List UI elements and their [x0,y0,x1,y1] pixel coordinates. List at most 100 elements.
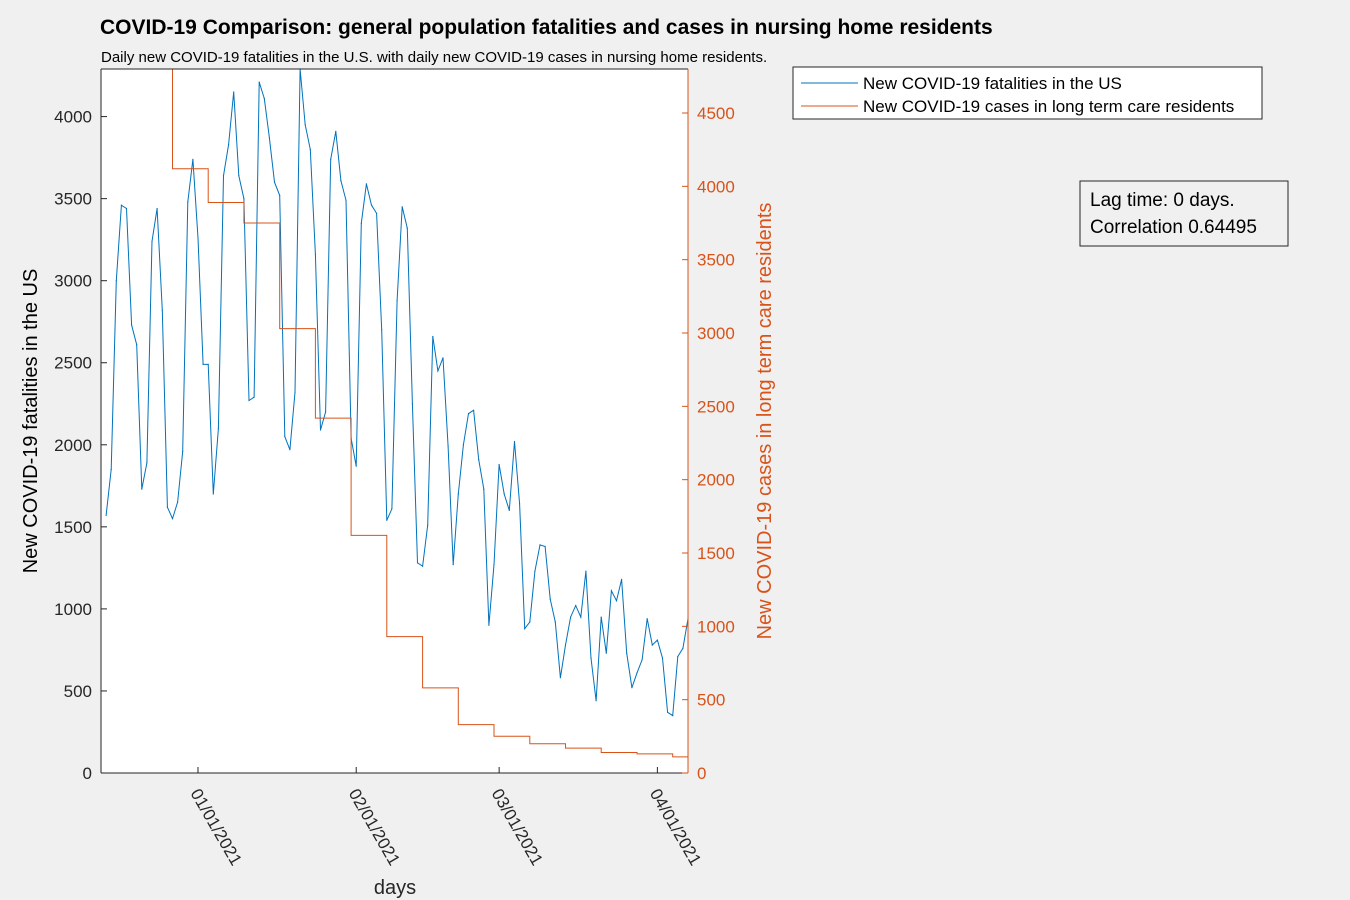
fatalities-point [258,81,260,83]
legend-label-ltc-cases: New COVID-19 cases in long term care res… [863,97,1234,116]
annotation-correlation: Correlation 0.64495 [1090,217,1257,238]
fatalities-point [457,493,459,495]
fatalities-point [376,212,378,214]
fatalities-point [636,672,638,674]
fatalities-point [641,659,643,661]
fatalities-point [498,463,500,466]
fatalities-point [233,91,235,93]
left-tick-label: 3500 [54,190,92,209]
legend: New COVID-19 fatalities in the US New CO… [792,66,1263,120]
fatalities-point [406,227,408,229]
fatalities-point [177,501,179,503]
fatalities-point [284,436,286,438]
fatalities-point [519,503,521,505]
x-tick-label: 02/01/2021 [345,786,404,869]
fatalities-point [401,206,403,208]
x-tick-label: 04/01/2021 [646,786,705,869]
fatalities-point [473,409,475,411]
fatalities-point [136,344,138,346]
right-tick-label: 500 [697,691,725,710]
fatalities-point [672,715,674,717]
fatalities-point [534,570,536,572]
fatalities-point [626,652,628,654]
fatalities-point [539,544,541,546]
left-tick-label: 1500 [54,518,92,537]
fatalities-point [570,616,572,618]
right-tick-label: 2500 [697,397,735,416]
fatalities-point [360,222,362,224]
fatalities-point [549,598,551,600]
fatalities-point [559,677,562,679]
fatalities-point [682,647,684,649]
fatalities-point [447,445,449,447]
fatalities-point [462,444,464,446]
fatalities-point [677,655,679,658]
fatalities-point [427,524,429,526]
fatalities-point [452,564,454,566]
fatalities-point [120,204,122,206]
fatalities-point [422,565,424,567]
fatalities-point [156,207,158,210]
y-axis-left-label: New COVID-19 fatalities in the US [20,269,42,574]
fatalities-point [483,488,485,490]
fatalities-point [493,564,495,566]
fatalities-point [610,590,613,592]
fatalities-point [325,411,327,413]
chart-title: COVID-19 Comparison: general population … [100,16,993,39]
left-tick-label: 0 [83,764,92,783]
fatalities-series-group [105,68,689,717]
right-axis-ticks: 0 500 1000 1500 2000 2500 3000 3500 4000 4500 [682,104,735,783]
fatalities-point [273,181,276,183]
left-tick-label: 2000 [54,436,92,455]
left-tick-label: 4000 [54,108,92,127]
right-tick-label: 4000 [697,177,735,196]
fatalities-point [411,403,413,405]
fatalities-point [437,370,439,372]
fatalities-point [391,508,393,510]
x-tick-label: 01/01/2021 [187,786,246,869]
fatalities-point [529,621,531,623]
fatalities-point [294,391,296,393]
left-axis-ticks: 0 500 1000 1500 2000 2500 3000 3500 4000 [54,108,107,783]
fatalities-point [544,545,546,548]
fatalities-point [355,465,357,467]
fatalities-point [416,562,419,564]
fatalities-point [615,600,618,602]
fatalities-point [110,468,112,470]
fatalities-point [467,413,470,415]
fatalities-point [386,519,388,521]
fatalities-point [442,357,444,359]
fatalities-point [182,450,184,452]
left-tick-label: 3000 [54,272,92,291]
fatalities-point [488,624,490,626]
fatalities-point [524,628,526,630]
fatalities-point [478,459,480,461]
annotation-frame [1079,180,1289,247]
left-tick-label: 500 [64,682,92,701]
fatalities-point [187,201,189,203]
legend-label-fatalities: New COVID-19 fatalities in the US [863,74,1122,93]
fatalities-point [197,237,199,239]
right-tick-label: 2000 [697,471,735,490]
fatalities-point [667,711,669,713]
right-tick-label: 1500 [697,544,735,563]
fatalities-point [319,429,322,431]
fatalities-point [217,427,219,429]
fatalities-point [151,240,153,242]
fatalities-point [370,204,373,206]
fatalities-point [340,180,342,182]
right-tick-label: 3000 [697,324,735,343]
fatalities-point [513,440,516,443]
fatalities-point [304,124,306,126]
fatalities-point [656,639,659,641]
x-axis-ticks: 01/01/2021 02/01/2021 03/01/2021 04/01/2021 [187,767,705,869]
fatalities-point [228,143,230,146]
fatalities-point [580,616,582,618]
fatalities-point [646,618,648,620]
fatalities-point [248,399,250,402]
left-tick-label: 1000 [54,600,92,619]
fatalities-point [314,253,316,255]
x-tick-label: 03/01/2021 [488,786,547,869]
y-axis-right-label: New COVID-19 cases in long term care res… [754,203,776,640]
fatalities-point [243,198,245,200]
